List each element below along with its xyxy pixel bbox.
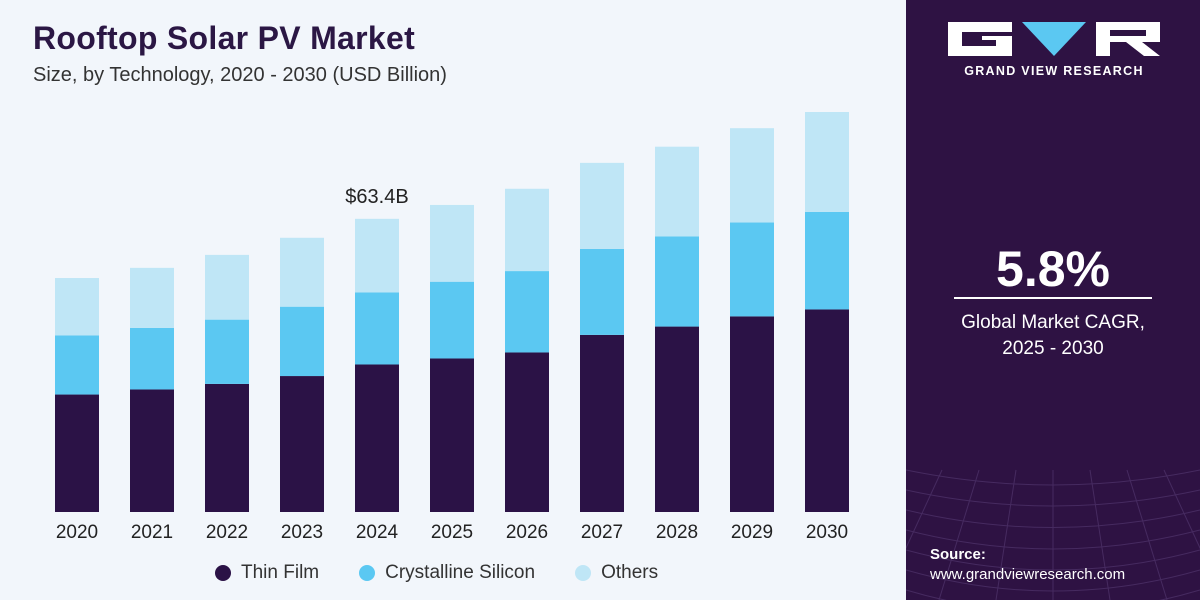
x-tick-label-2025: 2025 [431,522,473,543]
bar-crystalline-silicon-2021 [130,327,174,390]
bar-crystalline-silicon-2020 [55,335,99,395]
chart-subtitle: Size, by Technology, 2020 - 2030 (USD Bi… [33,64,447,86]
chart-legend: Thin Film Crystalline Silicon Others [215,562,658,584]
bar-others-2021 [130,267,174,328]
legend-label-others: Others [601,562,659,583]
bar-thin-film-2023 [280,376,324,512]
x-tick-label-2023: 2023 [281,522,323,543]
bar-crystalline-silicon-2025 [430,281,474,359]
source-title: Source: [930,546,986,563]
x-tick-label-2026: 2026 [506,522,548,543]
bar-thin-film-2026 [505,352,549,512]
bar-thin-film-2024 [355,364,399,512]
bar-thin-film-2020 [55,394,99,512]
legend-swatch-others [575,565,592,581]
bar-crystalline-silicon-2022 [205,319,249,384]
source-url: www.grandviewresearch.com [930,566,1126,583]
bar-others-2028 [655,146,699,237]
chart-title: Rooftop Solar PV Market [33,20,416,56]
legend-item-thin-film: Thin Film [215,562,319,584]
bar-crystalline-silicon-2028 [655,236,699,327]
bar-others-2027 [580,162,624,249]
sidebar-panel: GRAND VIEW RESEARCH 5.8% Global Market C… [906,0,1200,600]
x-tick-label-2028: 2028 [656,522,698,543]
bar-thin-film-2028 [655,326,699,512]
brand-name: GRAND VIEW RESEARCH [964,64,1144,78]
bar-others-2022 [205,254,249,320]
bar-crystalline-silicon-2024 [355,292,399,365]
x-tick-label-2027: 2027 [581,522,623,543]
cagr-divider [954,297,1152,299]
bar-crystalline-silicon-2027 [580,248,624,335]
cagr-label-line-1: Global Market CAGR, [961,312,1145,333]
bar-crystalline-silicon-2026 [505,271,549,353]
bar-thin-film-2030 [805,309,849,512]
bar-crystalline-silicon-2023 [280,306,324,377]
cagr-label-line-2: 2025 - 2030 [1002,338,1104,359]
logo-v-mark [1022,22,1086,56]
bar-others-2020 [55,278,99,336]
cagr-value: 5.8% [996,241,1110,297]
bar-others-2023 [280,237,324,307]
bar-others-2029 [730,128,774,223]
legend-label-thin-film: Thin Film [241,562,320,583]
bar-others-2030 [805,112,849,212]
stacked-bar-chart: 2020 2021 2022 2023 2024 $63.4B 2025 2026 2027 20… [55,112,849,543]
brand-logo: GRAND VIEW RESEARCH [944,22,1164,78]
legend-label-crystalline-silicon: Crystalline Silicon [385,562,536,583]
bar-thin-film-2022 [205,383,249,512]
x-tick-label-2029: 2029 [731,522,773,543]
legend-swatch-crystalline-silicon [359,565,376,581]
logo-g-mark [948,22,1012,56]
cagr-label: Global Market CAGR, 2025 - 2030 [906,310,1200,362]
bar-thin-film-2021 [130,389,174,512]
bar-thin-film-2025 [430,358,474,512]
bar-crystalline-silicon-2029 [730,222,774,317]
x-tick-label-2021: 2021 [131,522,173,543]
bar-others-2026 [505,188,549,272]
legend-swatch-thin-film [215,565,231,581]
logo-r-mark [1096,22,1160,56]
data-label-2024: $63.4B [345,186,408,208]
source-note: Source: www.grandviewresearch.com [930,545,1125,585]
bar-others-2025 [430,204,474,282]
bar-thin-film-2029 [730,316,774,512]
x-tick-label-2024: 2024 [356,522,399,543]
legend-item-crystalline-silicon: Crystalline Silicon [359,562,535,584]
legend-item-others: Others [575,562,658,584]
bar-others-2024 [355,218,399,293]
bar-crystalline-silicon-2030 [805,211,849,310]
gvr-logo-icon [944,22,1164,56]
grid-decoration [906,469,1200,600]
x-tick-label-2020: 2020 [56,522,98,543]
x-tick-label-2022: 2022 [206,522,248,543]
x-tick-label-2030: 2030 [806,522,848,543]
bar-thin-film-2027 [580,334,624,512]
chart-panel: Rooftop Solar PV Market Size, by Technol… [0,0,906,600]
